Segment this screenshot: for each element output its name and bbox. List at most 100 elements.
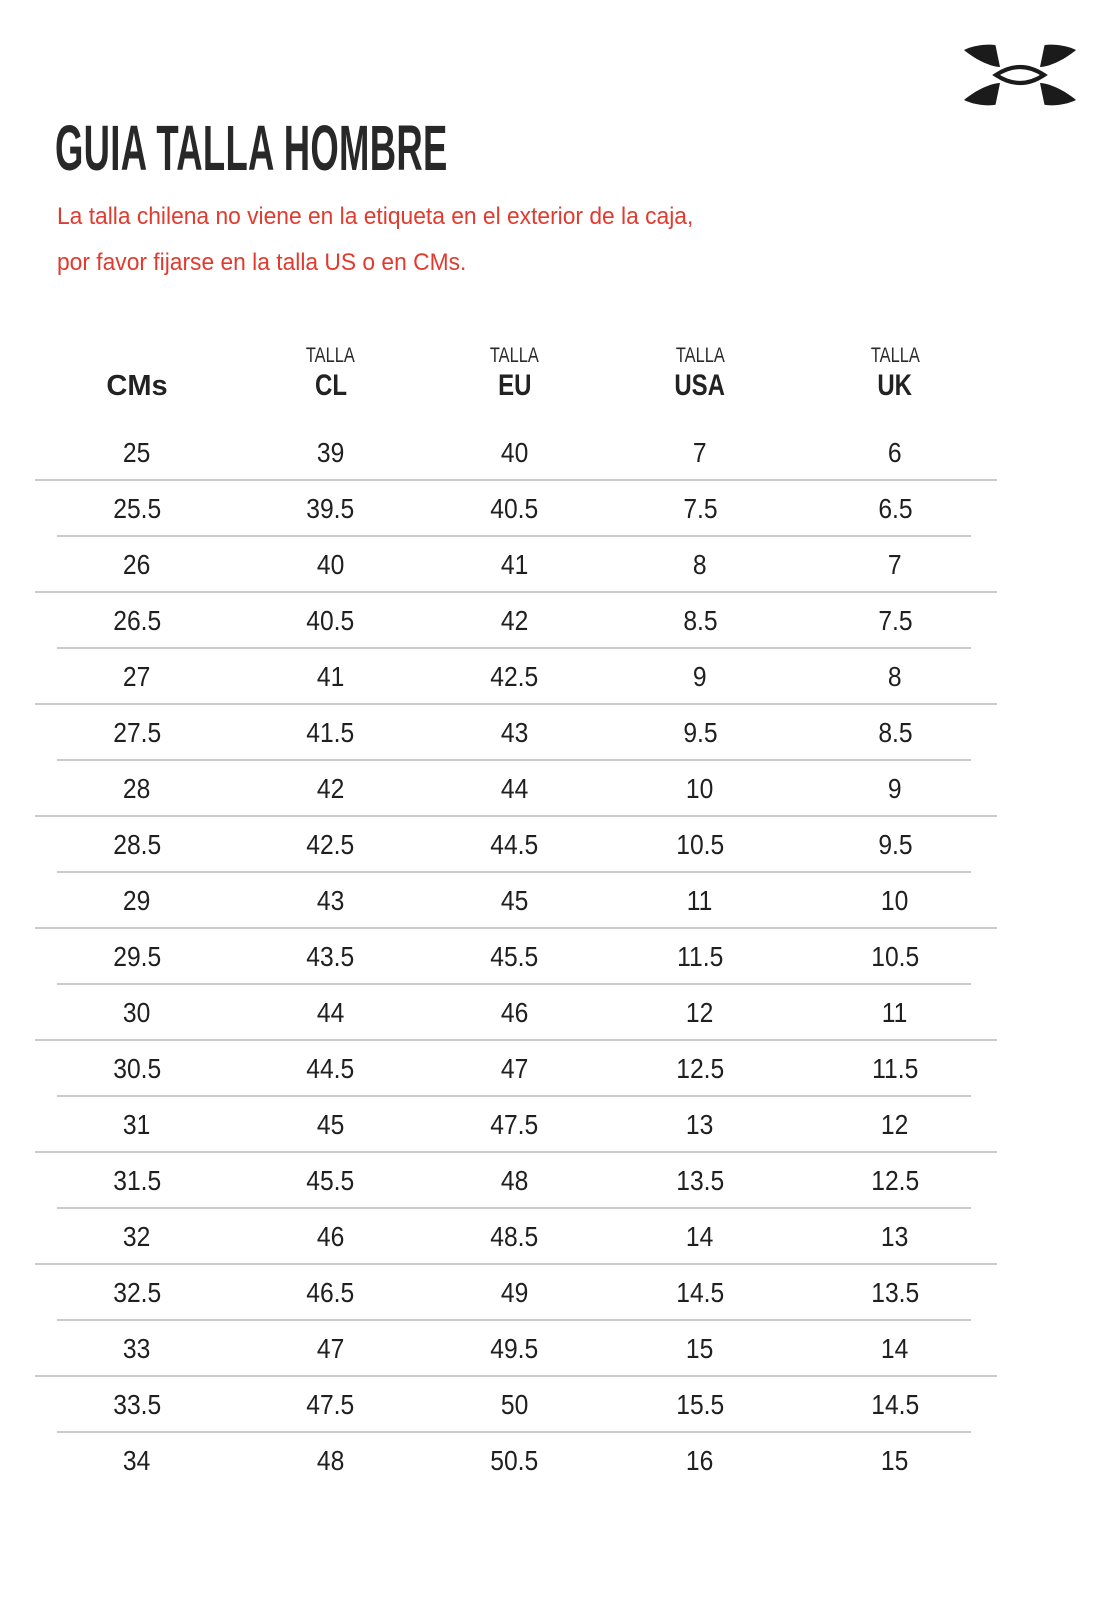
size-value-cell: 34 — [123, 1445, 151, 1476]
column-label: UK — [877, 369, 913, 402]
size-row: 32.5 46.5 49 14.5 13.5 — [35, 1265, 997, 1321]
size-value-cell: 12.5 — [871, 1165, 919, 1196]
size-row: 28.5 42.5 44.5 10.5 9.5 — [35, 817, 997, 873]
size-value-cell: 47 — [500, 1053, 529, 1084]
size-value-cell: 10.5 — [676, 829, 724, 860]
under-armour-logo-icon — [964, 44, 1076, 106]
size-value-cell: 26.5 — [113, 605, 161, 636]
size-value-cell: 27.5 — [113, 717, 161, 748]
size-value-cell: 9 — [693, 661, 707, 692]
size-value-cell: 12 — [881, 1109, 909, 1140]
size-value-cell: 9 — [888, 773, 902, 804]
size-value-cell: 44.5 — [306, 1053, 355, 1084]
size-row: 31 45 47.5 13 12 — [35, 1097, 997, 1153]
size-value-cell: 42.5 — [306, 829, 355, 860]
column-group-label: TALLA — [675, 344, 725, 367]
column-label: CL — [314, 369, 347, 402]
column-label: EU — [497, 369, 532, 402]
size-value-cell: 11.5 — [676, 941, 724, 972]
size-value-cell: 13 — [686, 1109, 714, 1140]
size-value-cell: 6 — [888, 437, 902, 468]
size-value-cell: 30.5 — [113, 1053, 161, 1084]
size-value-cell: 13.5 — [871, 1277, 919, 1308]
size-value-cell: 15 — [881, 1445, 909, 1476]
size-row: 34 48 50.5 16 15 — [35, 1433, 997, 1489]
size-value-cell: 49.5 — [490, 1333, 539, 1364]
size-value-cell: 11.5 — [871, 1053, 919, 1084]
column-header-cms: CMs — [35, 330, 239, 404]
size-value-cell: 47.5 — [490, 1109, 539, 1140]
size-value-cell: 25 — [123, 437, 151, 468]
size-row: 29.5 43.5 45.5 11.5 10.5 — [35, 929, 997, 985]
size-row: 25 39 40 7 6 — [35, 425, 997, 481]
size-value-cell: 25.5 — [113, 493, 161, 524]
size-value-cell: 14 — [686, 1221, 714, 1252]
size-value-cell: 42 — [316, 773, 345, 804]
size-value-cell: 48.5 — [490, 1221, 539, 1252]
size-value-cell: 45.5 — [306, 1165, 355, 1196]
size-value-cell: 47 — [316, 1333, 345, 1364]
size-value-cell: 8.5 — [682, 605, 718, 636]
size-value-cell: 9.5 — [877, 829, 913, 860]
size-value-cell: 10 — [881, 885, 909, 916]
size-value-cell: 10 — [686, 773, 714, 804]
size-row: 25.5 39.5 40.5 7.5 6.5 — [35, 481, 997, 537]
column-header-uk: TALLA UK — [793, 330, 997, 404]
size-value-cell: 39.5 — [306, 493, 355, 524]
size-row: 31.5 45.5 48 13.5 12.5 — [35, 1153, 997, 1209]
column-header-cl: TALLA CL — [239, 330, 422, 404]
size-value-cell: 43 — [316, 885, 345, 916]
size-value-cell: 45.5 — [490, 941, 539, 972]
size-value-cell: 12.5 — [676, 1053, 724, 1084]
size-value-cell: 13.5 — [676, 1165, 724, 1196]
size-value-cell: 28.5 — [113, 829, 161, 860]
size-value-cell: 44.5 — [490, 829, 539, 860]
notice-text: La talla chilena no viene en la etiqueta… — [57, 194, 727, 286]
size-value-cell: 7.5 — [682, 493, 718, 524]
size-value-cell: 27 — [123, 661, 151, 692]
size-value-cell: 16 — [686, 1445, 714, 1476]
size-value-cell: 7 — [888, 549, 902, 580]
column-header-usa: TALLA USA — [607, 330, 793, 404]
size-row: 27 41 42.5 9 8 — [35, 649, 997, 705]
size-value-cell: 45 — [316, 1109, 345, 1140]
size-value-cell: 15 — [686, 1333, 714, 1364]
size-value-cell: 28 — [123, 773, 151, 804]
size-value-cell: 12 — [686, 997, 714, 1028]
column-group-label: TALLA — [306, 344, 355, 367]
size-value-cell: 50 — [500, 1389, 529, 1420]
size-value-cell: 42 — [500, 605, 529, 636]
size-row: 26 40 41 8 7 — [35, 537, 997, 593]
size-value-cell: 46.5 — [306, 1277, 355, 1308]
size-value-cell: 8 — [693, 549, 707, 580]
size-value-cell: 32.5 — [113, 1277, 161, 1308]
column-label: USA — [674, 369, 726, 402]
size-value-cell: 31 — [123, 1109, 151, 1140]
size-row: 33 47 49.5 15 14 — [35, 1321, 997, 1377]
size-value-cell: 13 — [881, 1221, 909, 1252]
size-table-header: CMs TALLA CL TALLA EU TALLA USA TALLA UK — [35, 330, 997, 404]
size-row: 30 44 46 12 11 — [35, 985, 997, 1041]
size-value-cell: 50.5 — [490, 1445, 539, 1476]
size-value-cell: 40 — [500, 437, 529, 468]
size-row: 28 42 44 10 9 — [35, 761, 997, 817]
size-value-cell: 14.5 — [676, 1277, 724, 1308]
size-value-cell: 33.5 — [113, 1389, 161, 1420]
size-row: 29 43 45 11 10 — [35, 873, 997, 929]
size-value-cell: 32 — [123, 1221, 151, 1252]
size-value-cell: 46 — [500, 997, 529, 1028]
size-value-cell: 40.5 — [490, 493, 539, 524]
column-label: CMs — [106, 370, 168, 402]
notice-line-2: por favor fijarse en la talla US o en CM… — [57, 249, 467, 276]
size-row: 26.5 40.5 42 8.5 7.5 — [35, 593, 997, 649]
page-title-text: GUIA TALLA HOMBRE — [55, 112, 448, 184]
size-value-cell: 46 — [316, 1221, 345, 1252]
size-value-cell: 40 — [316, 549, 345, 580]
size-value-cell: 10.5 — [871, 941, 919, 972]
size-value-cell: 41.5 — [306, 717, 355, 748]
size-value-cell: 14.5 — [871, 1389, 919, 1420]
column-header-eu: TALLA EU — [422, 330, 607, 404]
size-value-cell: 44 — [316, 997, 345, 1028]
page-title: GUIA TALLA HOMBRE — [55, 116, 744, 180]
size-value-cell: 7.5 — [877, 605, 913, 636]
